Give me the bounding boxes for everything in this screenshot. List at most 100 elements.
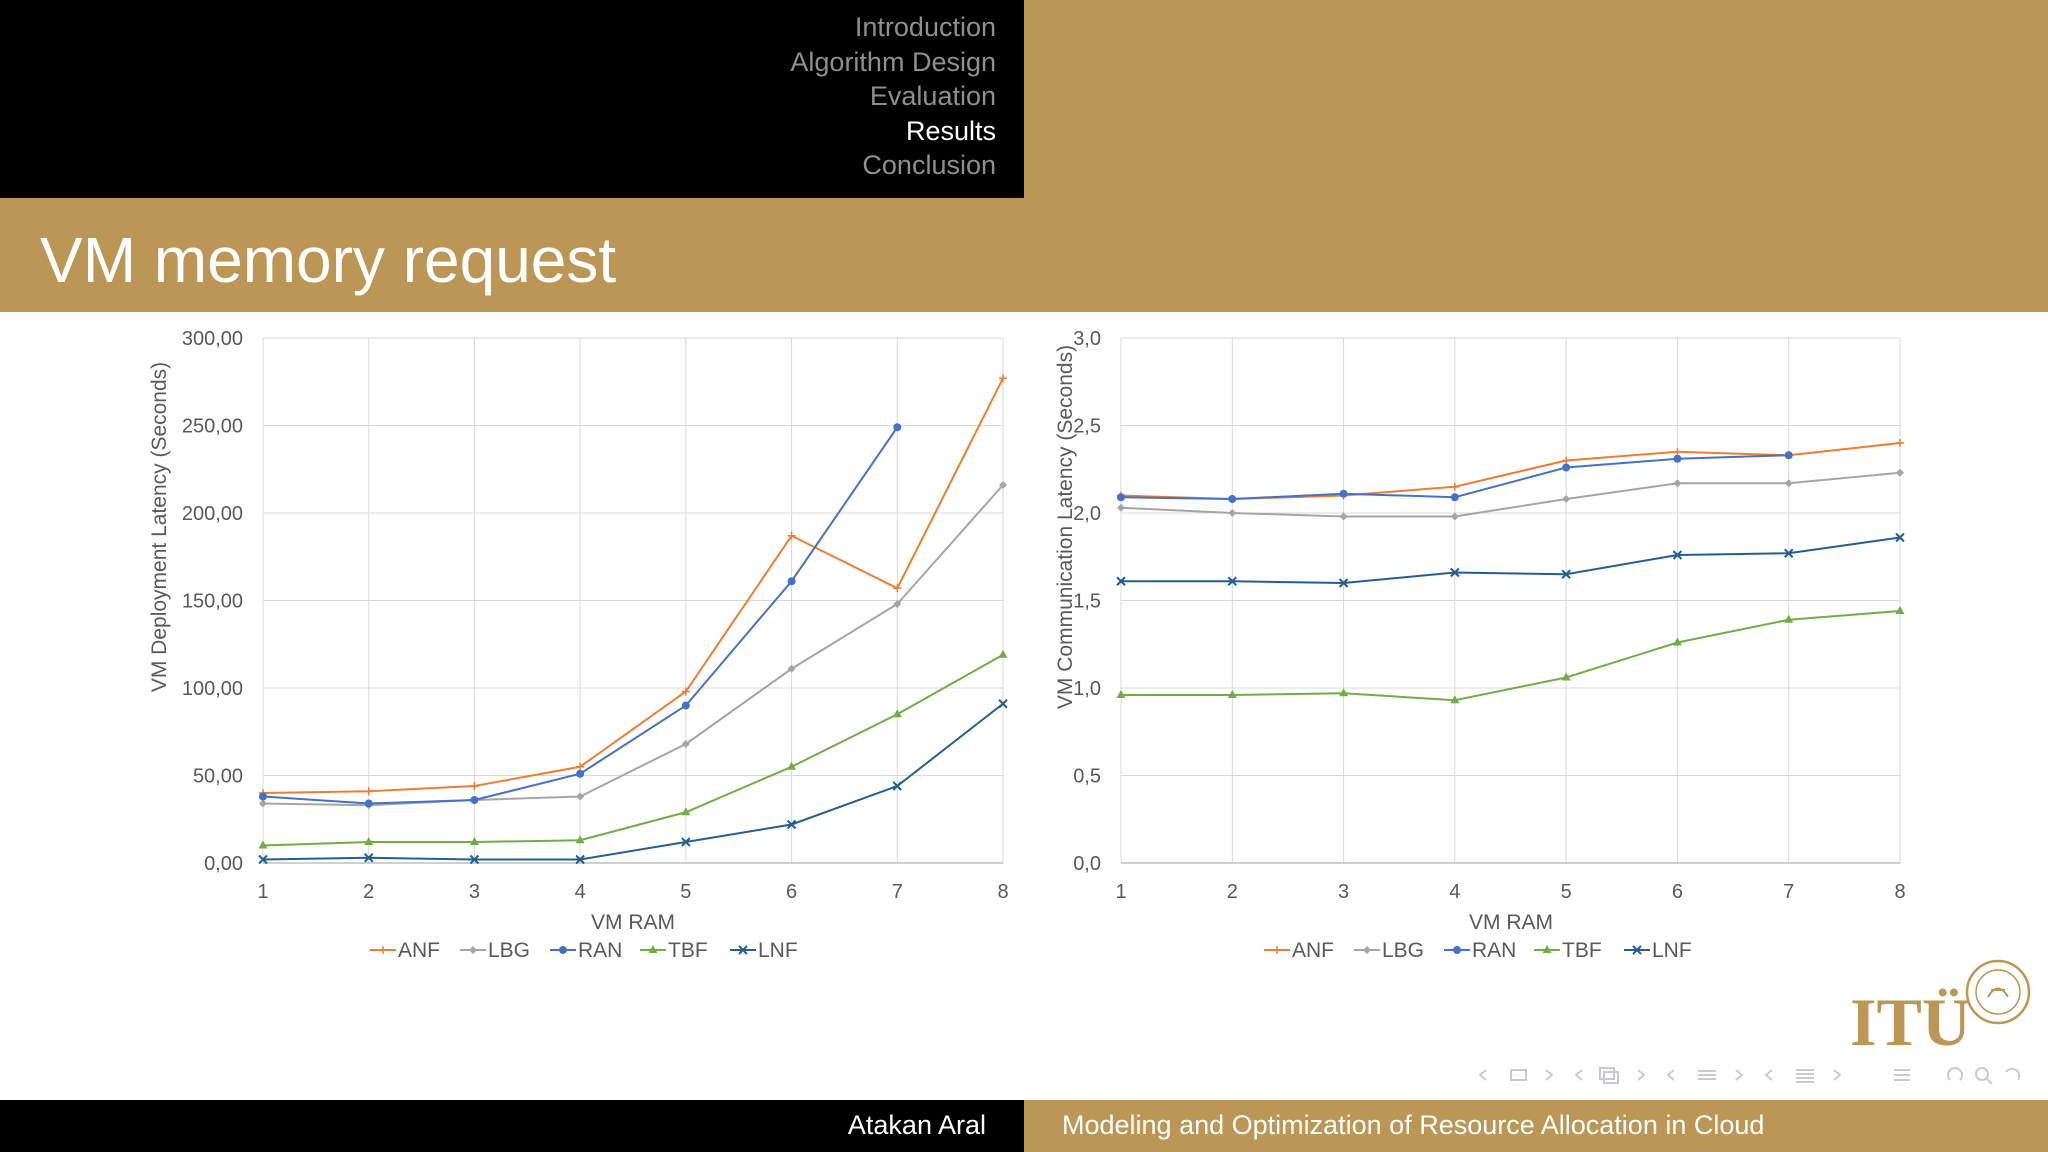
data-point-anf xyxy=(1896,439,1904,447)
x-tick-label: 7 xyxy=(1783,881,1794,903)
data-point-anf xyxy=(1450,482,1459,491)
x-tick-label: 2 xyxy=(363,881,374,903)
series-line-lnf xyxy=(262,702,1004,861)
data-point-anf xyxy=(893,584,902,593)
data-point-tbf xyxy=(1450,695,1460,704)
data-point-lbg xyxy=(576,792,585,801)
data-point-anf xyxy=(787,531,796,540)
legend-marker xyxy=(469,946,477,954)
data-point-anf xyxy=(999,374,1007,383)
x-tick-label: 2 xyxy=(1227,881,1238,903)
legend-label: TBF xyxy=(1562,939,1602,962)
data-point-lbg xyxy=(259,799,267,808)
nav-item-results[interactable]: Results xyxy=(905,115,996,146)
legend-label: RAN xyxy=(1472,939,1516,962)
y-tick-label: 150,00 xyxy=(182,591,243,613)
y-tick-label: 0,5 xyxy=(1073,766,1101,788)
y-axis-label: VM Deployment Latency (Seconds) xyxy=(148,362,171,692)
title-bar: VM memory request xyxy=(0,198,2048,312)
nav-item-introduction[interactable]: Introduction xyxy=(854,12,996,42)
data-point-tbf xyxy=(1227,690,1237,698)
frame-navigation-icons[interactable] xyxy=(1478,1067,2021,1085)
data-point-ran xyxy=(1117,493,1125,502)
x-tick-label: 5 xyxy=(680,881,691,903)
data-point-anf xyxy=(576,762,585,771)
nav-item-evaluation[interactable]: Evaluation xyxy=(869,81,996,111)
x-tick-label: 8 xyxy=(997,881,1008,903)
beamer-navigation-controls xyxy=(1478,1067,2021,1085)
footer-author: Atakan Aral xyxy=(847,1110,986,1140)
data-point-lbg xyxy=(1784,479,1793,488)
data-point-anf xyxy=(1673,447,1682,456)
data-point-ran xyxy=(787,577,796,586)
data-point-lnf xyxy=(1227,576,1237,586)
legend-label: LBG xyxy=(488,939,530,962)
deployment-latency-chart: 0,00 50,00 100,00 150,00 200,00 250,00 300,00 1… xyxy=(148,328,1009,962)
legend-item-lbg: LBG xyxy=(1354,939,1424,962)
data-point-anf xyxy=(1562,456,1571,465)
y-tick-label: 1,5 xyxy=(1073,591,1101,613)
data-point-tbf xyxy=(1672,637,1682,646)
data-point-ran xyxy=(1673,454,1682,463)
data-point-tbf xyxy=(1339,688,1349,697)
data-point-ran xyxy=(1562,463,1571,472)
data-point-tbf xyxy=(892,709,902,718)
data-point-lbg xyxy=(787,664,796,673)
nav-item-conclusion[interactable]: Conclusion xyxy=(862,150,996,180)
legend-item-lnf: LNF xyxy=(1624,939,1692,962)
header-right-panel xyxy=(1024,0,2048,198)
itu-logo: ITÜ xyxy=(1850,959,2031,1055)
data-point-lnf xyxy=(469,854,480,865)
data-point-lnf xyxy=(1895,532,1905,543)
communication-latency-chart: 0,0 0,5 1,0 1,5 2,0 2,5 3,0 1 2 3 4 5 6 7 8 ANF LBG RAN T… xyxy=(1054,328,1906,962)
y-tick-label: 0,0 xyxy=(1073,853,1101,875)
data-point-lnf xyxy=(1784,548,1794,558)
data-point-lbg xyxy=(1339,512,1348,521)
data-point-ran xyxy=(1228,495,1237,503)
data-point-anf xyxy=(681,687,690,696)
legend-marker xyxy=(1542,945,1552,953)
data-point-ran xyxy=(681,701,690,710)
x-tick-label: 6 xyxy=(786,881,797,903)
x-tick-label: 4 xyxy=(1449,881,1460,903)
y-tick-label: 200,00 xyxy=(182,503,243,525)
legend-label: TBF xyxy=(668,939,708,962)
legend-marker xyxy=(379,946,387,954)
series-line-lbg xyxy=(262,484,1004,807)
data-point-lnf xyxy=(1450,567,1460,578)
legend-item-ran: RAN xyxy=(1444,939,1516,962)
x-tick-label: 1 xyxy=(257,881,268,903)
y-tick-label: 0,00 xyxy=(204,853,243,875)
legend-item-lbg: LBG xyxy=(460,939,530,962)
nav-item-algorithm-design[interactable]: Algorithm Design xyxy=(790,46,996,77)
data-point-lnf xyxy=(1672,550,1683,560)
legend-label: LBG xyxy=(1382,939,1424,962)
legend-item-anf: ANF xyxy=(370,939,440,962)
footer-talk-title: Modeling and Optimization of Resource Al… xyxy=(1062,1110,1765,1140)
legend-item-tbf: TBF xyxy=(1534,939,1602,962)
data-point-tbf xyxy=(1561,672,1571,681)
data-point-lnf xyxy=(681,837,691,847)
data-point-lnf xyxy=(1561,569,1571,579)
series-line-lbg xyxy=(1120,471,1901,518)
data-point-lnf xyxy=(575,854,585,865)
series-line-anf xyxy=(262,377,1004,794)
data-point-tbf xyxy=(575,835,585,844)
data-point-lnf xyxy=(1116,576,1126,586)
data-point-tbf xyxy=(258,840,268,849)
data-point-lbg xyxy=(1562,495,1571,503)
data-point-ran xyxy=(259,792,267,801)
data-point-tbf xyxy=(1116,690,1126,698)
series-line-tbf xyxy=(262,653,1004,847)
x-axis-label: VM RAM xyxy=(1469,911,1553,934)
legend-marker xyxy=(1453,946,1461,954)
legend-item-anf: ANF xyxy=(1264,939,1334,962)
legend-marker xyxy=(1632,945,1642,955)
data-point-tbf xyxy=(998,649,1008,658)
y-tick-label: 50,00 xyxy=(193,766,243,788)
data-point-tbf xyxy=(364,837,374,845)
series-line-tbf xyxy=(1121,610,1901,702)
data-point-ran xyxy=(1450,493,1459,502)
data-point-anf xyxy=(364,787,373,796)
legend-label: ANF xyxy=(1292,939,1334,962)
